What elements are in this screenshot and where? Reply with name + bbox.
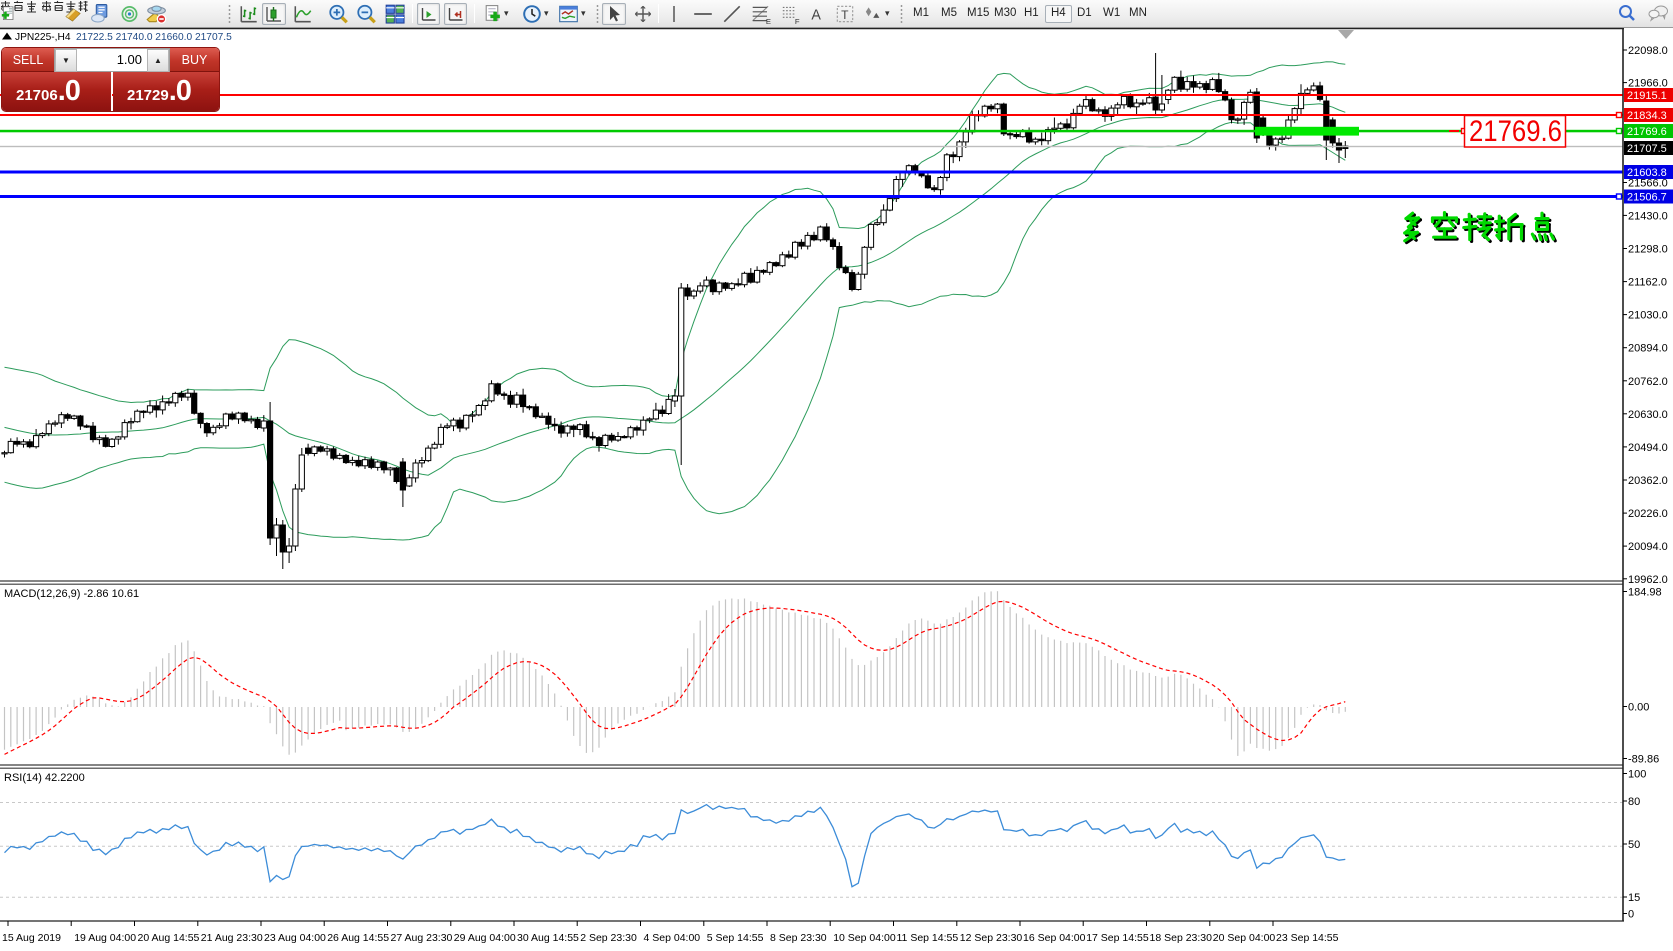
svg-text:23 Aug 04:00: 23 Aug 04:00 [264,932,326,944]
svg-text:JPN225-,H4: JPN225-,H4 [15,32,71,43]
svg-text:18 Sep 23:30: 18 Sep 23:30 [1150,932,1213,944]
svg-text:0: 0 [1628,909,1634,921]
svg-text:30 Aug 14:55: 30 Aug 14:55 [517,932,579,944]
svg-text:10 Sep 04:00: 10 Sep 04:00 [833,932,896,944]
svg-text:16 Sep 04:00: 16 Sep 04:00 [1023,932,1086,944]
svg-text:184.98: 184.98 [1628,587,1662,599]
svg-text:17 Sep 14:55: 17 Sep 14:55 [1086,932,1149,944]
svg-text:20494.0: 20494.0 [1628,442,1668,454]
svg-text:27 Aug 23:30: 27 Aug 23:30 [391,932,453,944]
svg-text:20 Sep 04:00: 20 Sep 04:00 [1213,932,1276,944]
svg-text:80: 80 [1628,796,1640,808]
svg-text:0.00: 0.00 [1628,702,1649,714]
svg-text:100: 100 [1628,769,1646,781]
svg-text:22098.0: 22098.0 [1628,45,1668,57]
svg-text:21966.0: 21966.0 [1628,78,1668,90]
svg-text:A: A [811,8,821,24]
svg-text:21707.5: 21707.5 [1627,143,1667,155]
svg-text:MACD(12,26,9) -2.86 10.61: MACD(12,26,9) -2.86 10.61 [4,588,139,600]
svg-text:19962.0: 19962.0 [1628,574,1668,586]
svg-text:20 Aug 14:55: 20 Aug 14:55 [138,932,200,944]
svg-text:20094.0: 20094.0 [1628,541,1668,553]
svg-text:29 Aug 04:00: 29 Aug 04:00 [454,932,516,944]
svg-text:23 Sep 14:55: 23 Sep 14:55 [1276,932,1339,944]
svg-text:21915.1: 21915.1 [1627,90,1667,102]
svg-text:20226.0: 20226.0 [1628,508,1668,520]
svg-text:20630.0: 20630.0 [1628,409,1668,421]
svg-text:-89.86: -89.86 [1628,754,1659,766]
svg-text:21506.7: 21506.7 [1627,192,1667,204]
svg-text:21162.0: 21162.0 [1628,277,1667,289]
svg-text:21603.8: 21603.8 [1627,167,1667,179]
svg-text:20362.0: 20362.0 [1628,475,1668,487]
svg-text:8 Sep 23:30: 8 Sep 23:30 [770,932,827,944]
svg-text:21 Aug 23:30: 21 Aug 23:30 [201,932,263,944]
svg-text:5 Sep 14:55: 5 Sep 14:55 [707,932,764,944]
svg-text:21834.3: 21834.3 [1627,110,1667,122]
svg-text:11 Sep 14:55: 11 Sep 14:55 [897,932,959,944]
svg-text:2 Sep 23:30: 2 Sep 23:30 [580,932,637,944]
svg-text:F: F [795,17,800,25]
svg-text:21566.0: 21566.0 [1628,178,1668,190]
svg-text:21430.0: 21430.0 [1628,210,1668,222]
svg-text:20762.0: 20762.0 [1628,376,1668,388]
svg-text:E: E [766,17,771,25]
svg-text:50: 50 [1628,839,1640,851]
svg-text:21769.6: 21769.6 [1469,115,1562,148]
svg-text:T: T [841,8,849,22]
svg-text:RSI(14) 42.2200: RSI(14) 42.2200 [4,772,85,784]
svg-text:12 Sep 23:30: 12 Sep 23:30 [960,932,1023,944]
svg-text:4 Sep 04:00: 4 Sep 04:00 [644,932,701,944]
svg-text:19 Aug 04:00: 19 Aug 04:00 [74,932,136,944]
svg-text:15 Aug 2019: 15 Aug 2019 [2,932,61,944]
svg-text:21298.0: 21298.0 [1628,244,1668,256]
svg-text:21030.0: 21030.0 [1628,310,1668,322]
svg-text:26 Aug 14:55: 26 Aug 14:55 [327,932,389,944]
svg-text:15: 15 [1628,892,1640,904]
svg-text:21769.6: 21769.6 [1627,126,1667,138]
svg-text:20894.0: 20894.0 [1628,343,1668,355]
svg-text:21722.5 21740.0 21660.0 21707.: 21722.5 21740.0 21660.0 21707.5 [76,32,232,43]
